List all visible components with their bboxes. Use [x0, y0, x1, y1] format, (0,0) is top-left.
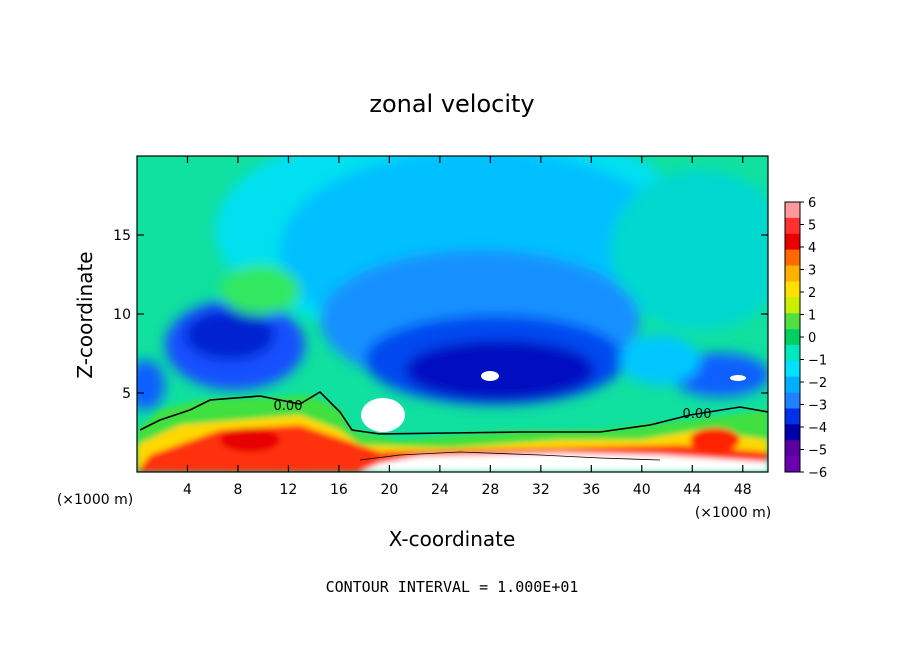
x-axis: 4 8 12 16 20 24 28 32 36 40 44 48: [183, 156, 752, 498]
colorbar-label: −1: [808, 354, 827, 369]
y-tick-label: 10: [113, 307, 131, 323]
colorbar-swatch: [785, 233, 800, 250]
colorbar-label: 4: [808, 241, 816, 256]
colorbar-swatch: [785, 249, 800, 266]
y-tick-label: 5: [122, 386, 131, 402]
x-tick-label: 44: [683, 482, 701, 498]
colorbar-swatch: [785, 408, 800, 425]
colorbar-swatch: [785, 202, 800, 219]
x-tick-label: 36: [582, 482, 600, 498]
colorbar-swatch: [785, 360, 800, 378]
x-tick-label: 24: [431, 482, 449, 498]
colorbar-swatch: [785, 424, 800, 441]
colorbar-label: −2: [808, 376, 827, 391]
x-tick-label: 40: [633, 482, 651, 498]
chart-title: zonal velocity: [369, 90, 534, 118]
colorbar-swatch: [785, 281, 800, 298]
colorbar-label: 1: [808, 309, 816, 324]
x-tick-label: 4: [183, 482, 192, 498]
colorbar-swatch: [785, 297, 800, 314]
colorbar-swatch: [785, 456, 800, 473]
colorbar-label: 2: [808, 286, 816, 301]
colorbar-label: −5: [808, 444, 827, 459]
colorbar-swatch: [785, 344, 800, 362]
x-tick-label: 20: [380, 482, 398, 498]
colorbar-swatch: [785, 440, 800, 457]
x-tick-label: 8: [233, 482, 242, 498]
x-tick-label: 16: [330, 482, 348, 498]
colorbar-label: 6: [808, 196, 816, 211]
y-axis: 5 10 15: [113, 228, 768, 402]
velocity-field: [137, 156, 768, 472]
x-axis-label: X-coordinate: [389, 527, 516, 551]
colorbar-label: −6: [808, 466, 827, 481]
colorbar-label: −3: [808, 399, 827, 414]
x-tick-label: 48: [734, 482, 752, 498]
x-tick-label: 32: [532, 482, 550, 498]
colorbar: 6 5 4 3 2 1 0 −1 −2 −3 −4 −5 −6: [784, 196, 827, 481]
colorbar-swatch: [785, 217, 800, 235]
colorbar-label: 3: [808, 264, 816, 279]
contour-label-zero-left: 0.00: [274, 399, 303, 414]
colorbar-label: −4: [808, 421, 827, 436]
contour-interval-note: CONTOUR INTERVAL = 1.000E+01: [326, 578, 579, 596]
x-axis-unit-right: (×1000 m): [695, 505, 771, 521]
colorbar-swatch: [785, 265, 800, 282]
colorbar-swatch: [785, 313, 800, 330]
x-tick-label: 12: [280, 482, 298, 498]
colorbar-label: 0: [808, 331, 816, 346]
x-tick-label: 28: [481, 482, 499, 498]
colorbar-swatch: [785, 376, 800, 393]
contour-label-zero-right: 0.00: [683, 407, 712, 422]
colorbar-swatch: [785, 392, 800, 409]
colorbar-label: 5: [808, 219, 816, 234]
y-axis-label: Z-coordinate: [73, 251, 97, 378]
colorbar-swatch: [785, 329, 800, 346]
x-axis-unit-left: (×1000 m): [57, 492, 133, 508]
y-tick-label: 15: [113, 228, 131, 244]
